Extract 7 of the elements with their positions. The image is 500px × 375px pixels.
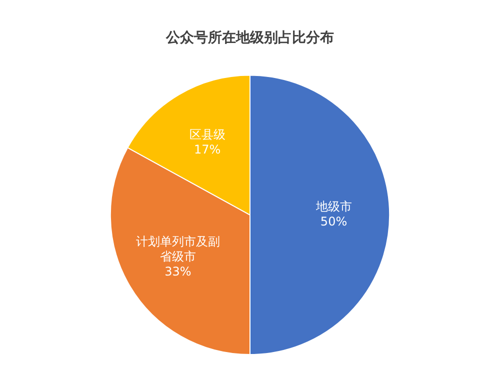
data-label: 17% bbox=[194, 142, 221, 156]
slice-label: 计划单列市及副省级市 bbox=[136, 234, 220, 264]
slice-label: 区县级 bbox=[189, 127, 226, 142]
data-label: 33% bbox=[164, 264, 192, 279]
slice-label: 地级市 bbox=[314, 200, 352, 214]
chart-title: 公众号所在地级别占比分布 bbox=[165, 30, 334, 46]
data-label: 50% bbox=[320, 214, 348, 229]
